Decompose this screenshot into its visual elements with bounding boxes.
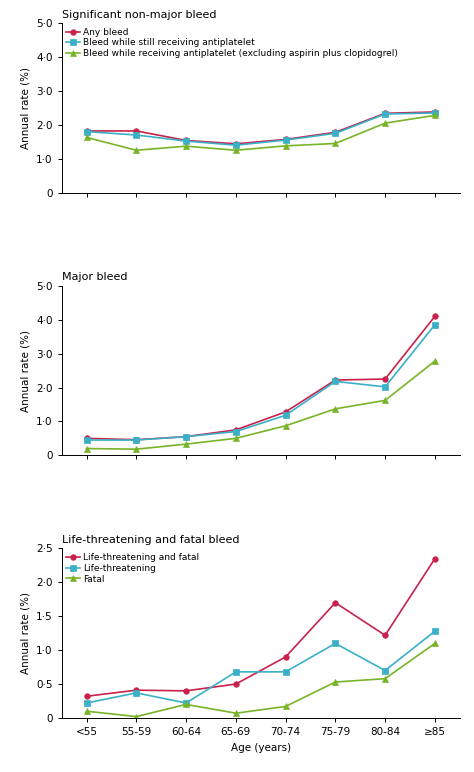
Fatal [432, 638, 438, 648]
Fatal [283, 702, 288, 711]
Fatal [133, 712, 139, 721]
Bleed while receiving antiplatelet (excluding aspirin plus clopidogrel) [83, 133, 89, 142]
Bleed while still receiving antiplatelet [332, 129, 338, 138]
Y-axis label: Annual rate (%): Annual rate (%) [20, 67, 30, 149]
Life-threatening and fatal [382, 631, 388, 640]
Fatal [83, 706, 89, 716]
Legend: Life-threatening and fatal, Life-threatening, Fatal: Life-threatening and fatal, Life-threate… [66, 553, 200, 584]
Life-threatening and fatal [332, 598, 338, 608]
Life-threatening and fatal [183, 686, 189, 696]
Any bleed [183, 136, 189, 145]
Text: Life-threatening and fatal bleed: Life-threatening and fatal bleed [62, 535, 239, 545]
Life-threatening and fatal [133, 686, 139, 695]
Line: Any bleed: Any bleed [84, 109, 438, 147]
Bleed while still receiving antiplatelet [382, 110, 388, 119]
Line: Life-threatening and fatal: Life-threatening and fatal [84, 556, 438, 699]
Bleed while receiving antiplatelet (excluding aspirin plus clopidogrel) [133, 146, 139, 155]
Any bleed [83, 127, 89, 136]
Life-threatening [233, 667, 238, 676]
Bleed while still receiving antiplatelet [233, 141, 238, 150]
Y-axis label: Annual rate (%): Annual rate (%) [20, 330, 30, 411]
Line: Bleed while receiving antiplatelet (excluding aspirin plus clopidogrel): Bleed while receiving antiplatelet (excl… [84, 113, 438, 153]
Text: Major bleed: Major bleed [62, 273, 127, 283]
Line: Bleed while still receiving antiplatelet: Bleed while still receiving antiplatelet [84, 110, 438, 148]
Bleed while still receiving antiplatelet [283, 135, 288, 144]
Bleed while receiving antiplatelet (excluding aspirin plus clopidogrel) [332, 139, 338, 148]
Fatal [382, 674, 388, 683]
X-axis label: Age (years): Age (years) [231, 743, 291, 753]
Bleed while receiving antiplatelet (excluding aspirin plus clopidogrel) [233, 146, 238, 155]
Bleed while receiving antiplatelet (excluding aspirin plus clopidogrel) [183, 141, 189, 151]
Life-threatening [382, 666, 388, 676]
Life-threatening [432, 627, 438, 636]
Life-threatening and fatal [432, 554, 438, 564]
Any bleed [283, 135, 288, 144]
Legend: Any bleed, Bleed while still receiving antiplatelet, Bleed while receiving antip: Any bleed, Bleed while still receiving a… [66, 28, 398, 58]
Line: Fatal: Fatal [84, 641, 438, 720]
Any bleed [133, 127, 139, 136]
Life-threatening [283, 667, 288, 676]
Life-threatening [133, 689, 139, 698]
Any bleed [432, 107, 438, 117]
Bleed while receiving antiplatelet (excluding aspirin plus clopidogrel) [432, 110, 438, 120]
Life-threatening [332, 638, 338, 648]
Bleed while still receiving antiplatelet [432, 108, 438, 117]
Fatal [332, 677, 338, 686]
Any bleed [233, 139, 238, 148]
Fatal [183, 699, 189, 709]
Bleed while still receiving antiplatelet [83, 127, 89, 136]
Y-axis label: Annual rate (%): Annual rate (%) [20, 592, 30, 674]
Bleed while receiving antiplatelet (excluding aspirin plus clopidogrel) [283, 141, 288, 151]
Fatal [233, 709, 238, 718]
Life-threatening and fatal [233, 679, 238, 689]
Life-threatening and fatal [283, 652, 288, 662]
Text: Significant non-major bleed: Significant non-major bleed [62, 9, 216, 19]
Life-threatening [183, 699, 189, 708]
Any bleed [382, 109, 388, 118]
Bleed while still receiving antiplatelet [183, 137, 189, 146]
Line: Life-threatening: Life-threatening [84, 628, 438, 706]
Life-threatening and fatal [83, 692, 89, 701]
Any bleed [332, 127, 338, 137]
Life-threatening [83, 699, 89, 708]
Bleed while receiving antiplatelet (excluding aspirin plus clopidogrel) [382, 119, 388, 128]
Bleed while still receiving antiplatelet [133, 130, 139, 140]
